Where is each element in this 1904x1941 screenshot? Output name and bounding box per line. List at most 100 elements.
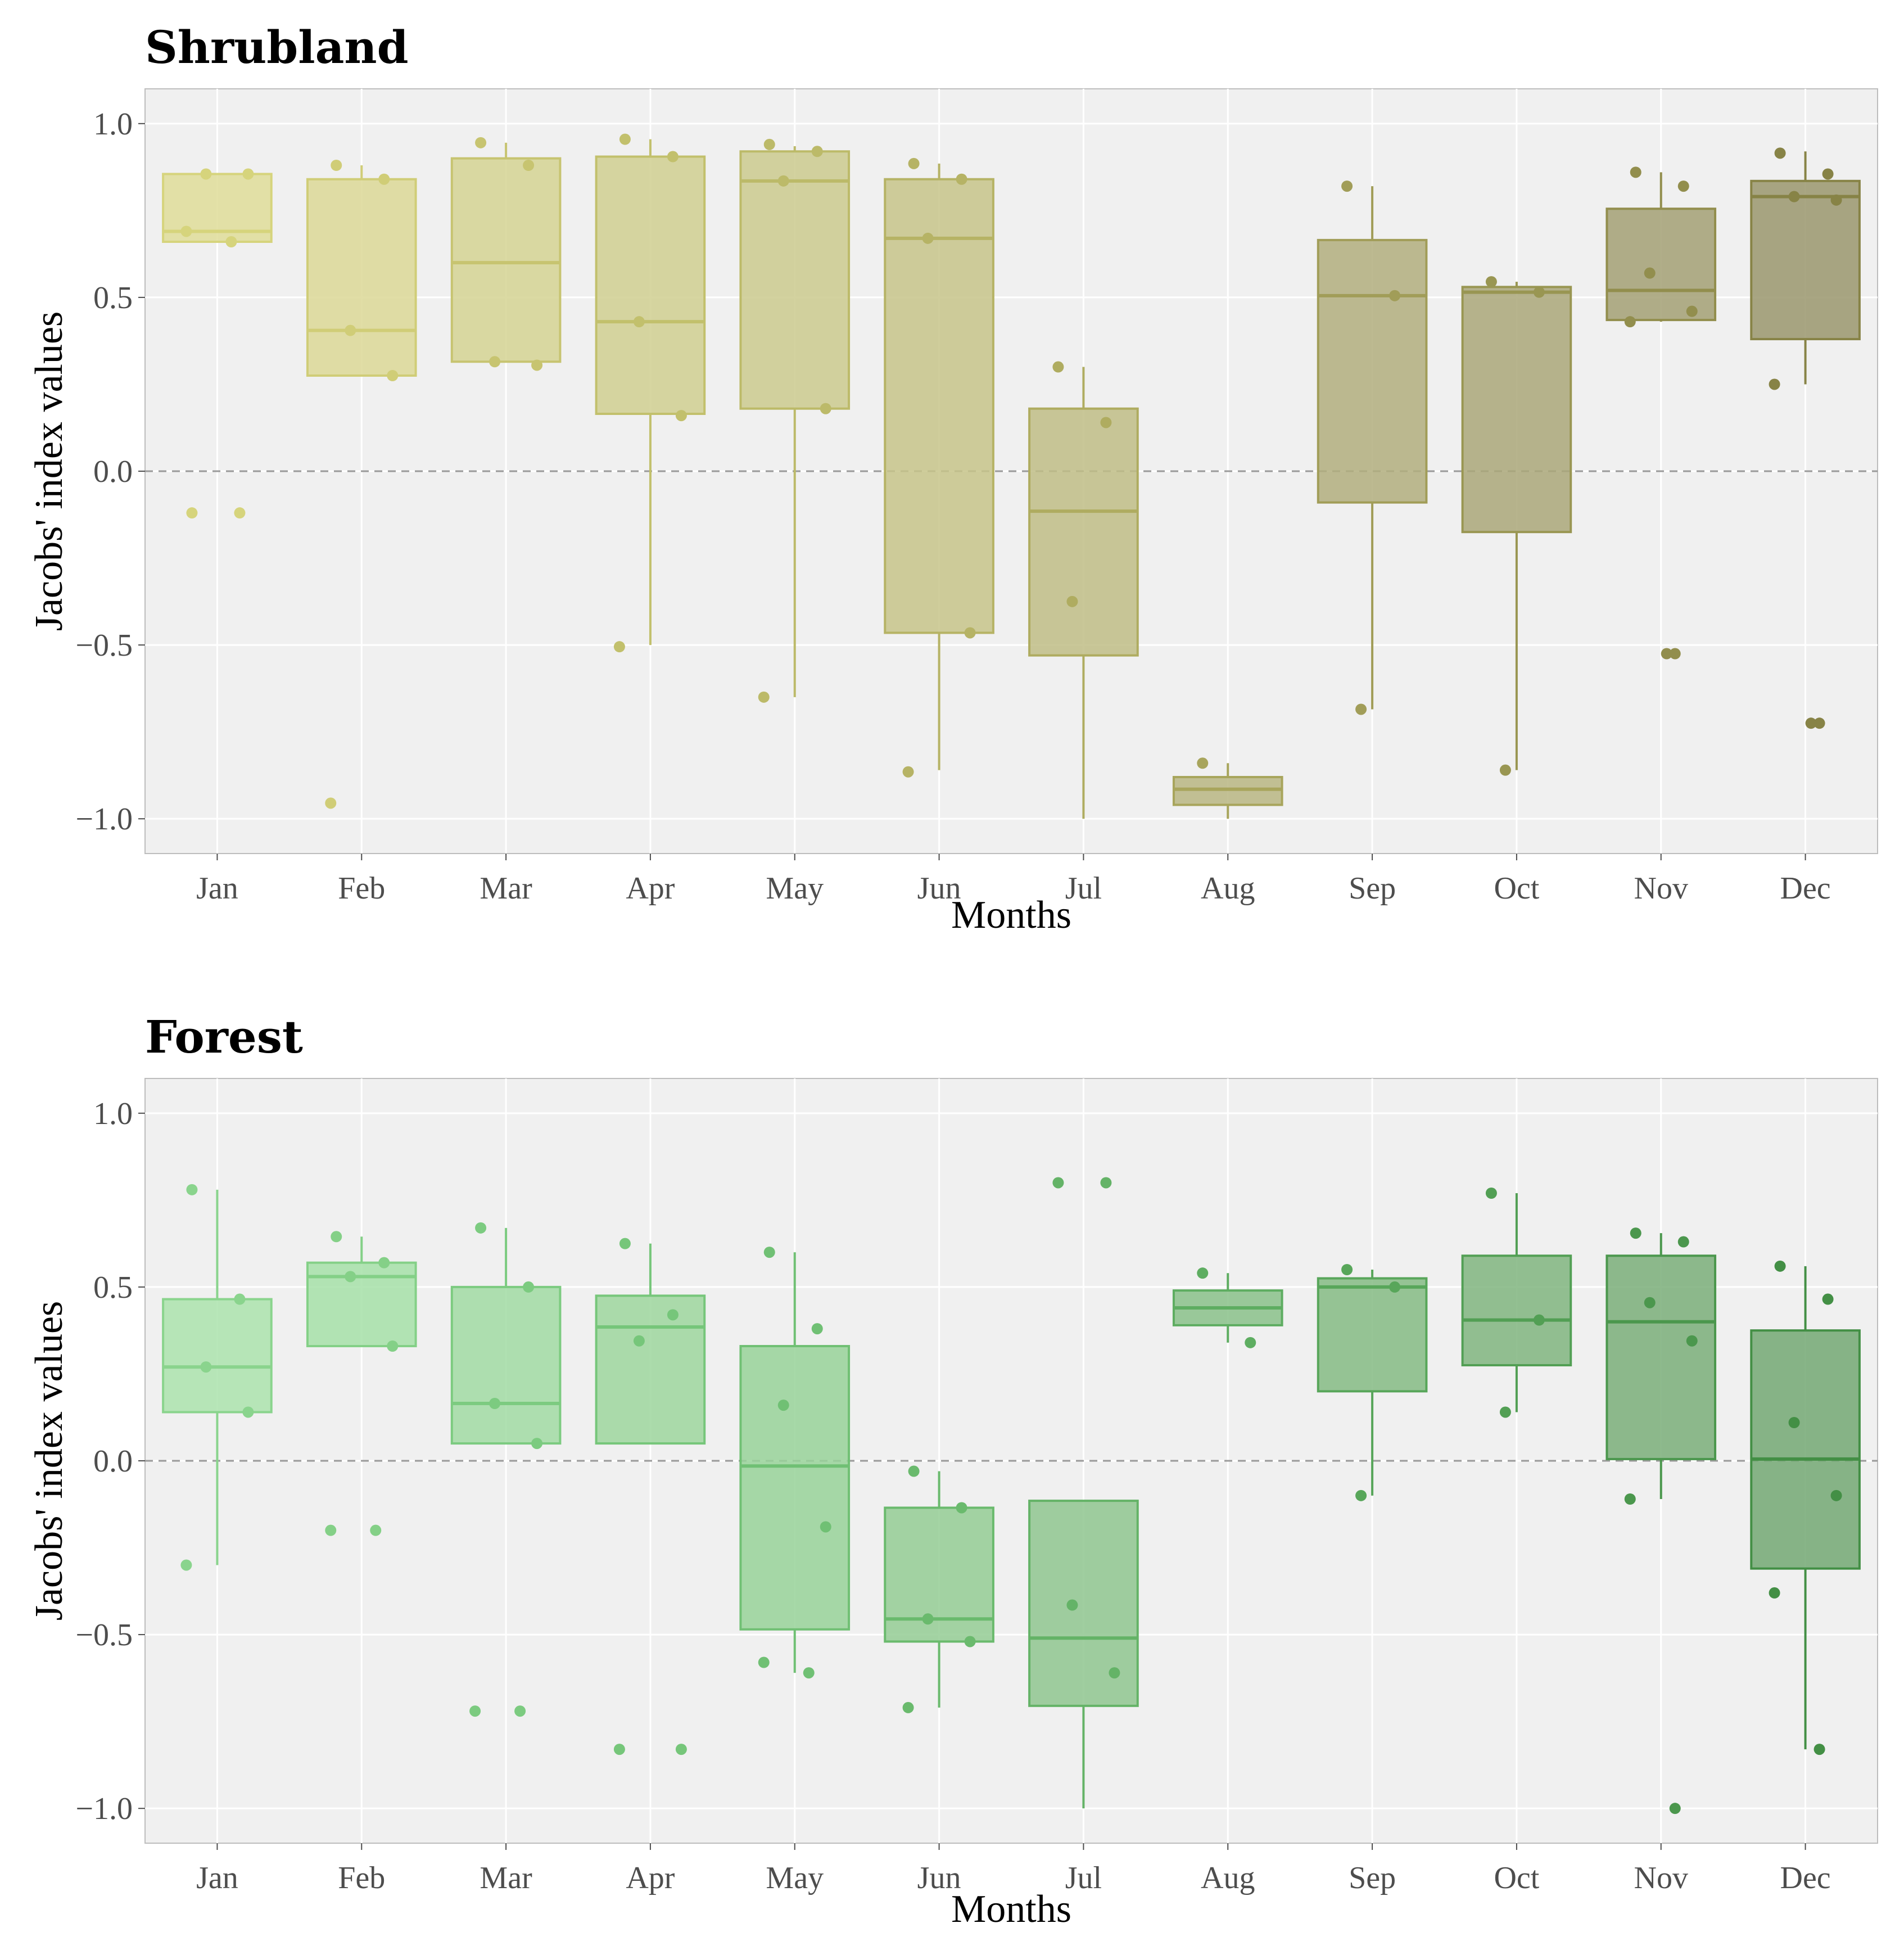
data-point — [514, 1705, 526, 1717]
data-point — [820, 1521, 831, 1533]
box-dec — [1750, 1266, 1861, 1750]
data-point — [633, 316, 645, 328]
data-point — [1066, 595, 1078, 607]
data-point — [1485, 1188, 1497, 1199]
box-iqr — [1028, 1500, 1139, 1707]
box-iqr — [595, 1294, 706, 1445]
data-point — [1669, 1803, 1681, 1814]
box-jul — [1028, 367, 1139, 819]
data-point — [1644, 267, 1656, 279]
data-point — [1644, 1297, 1656, 1308]
data-point — [1677, 1236, 1689, 1248]
data-point — [531, 1438, 543, 1450]
data-point — [613, 641, 625, 653]
box-nov — [1605, 1233, 1717, 1499]
data-point — [1066, 1599, 1078, 1611]
data-point — [1533, 286, 1545, 298]
data-point — [331, 1231, 342, 1243]
data-point — [1499, 764, 1511, 776]
data-point — [758, 1656, 770, 1668]
data-point — [1822, 168, 1834, 180]
data-point — [1485, 276, 1497, 288]
data-point — [1355, 703, 1367, 715]
y-tick-label: 0.0 — [93, 454, 133, 489]
data-point — [613, 1744, 625, 1755]
data-point — [234, 1293, 246, 1305]
data-point — [633, 1335, 645, 1347]
x-tick-label: Jul — [1065, 871, 1102, 906]
data-point — [325, 1524, 337, 1536]
data-point — [667, 151, 679, 162]
data-point — [902, 1701, 914, 1713]
data-point — [531, 359, 543, 371]
y-tick-label: −1.0 — [75, 1791, 133, 1826]
data-point — [956, 1502, 967, 1514]
data-point — [1822, 1293, 1834, 1305]
data-point — [523, 1281, 535, 1293]
data-point — [1389, 290, 1401, 301]
box-dec — [1750, 151, 1861, 385]
x-tick-label: Jul — [1065, 1861, 1102, 1895]
box-oct — [1461, 282, 1572, 770]
box-iqr — [162, 1298, 273, 1414]
data-point — [1197, 1267, 1209, 1279]
box-iqr — [1605, 207, 1717, 322]
data-point — [777, 175, 789, 187]
data-point — [1677, 180, 1689, 192]
data-point — [1100, 1177, 1112, 1189]
box-iqr — [1317, 238, 1428, 504]
data-point — [1533, 1314, 1545, 1326]
data-point — [378, 173, 390, 185]
box-jan — [162, 173, 273, 243]
data-point — [1052, 361, 1064, 373]
box-oct — [1461, 1193, 1572, 1412]
data-point — [1052, 1177, 1064, 1189]
box-mar — [450, 1227, 562, 1445]
data-point — [186, 507, 198, 519]
data-point — [1805, 717, 1817, 729]
data-point — [469, 1705, 481, 1717]
data-point — [763, 138, 775, 150]
box-apr — [595, 139, 706, 646]
x-tick-label: Jan — [196, 871, 238, 906]
data-point — [675, 410, 687, 422]
data-point — [1788, 191, 1800, 202]
x-tick-label: May — [766, 871, 824, 906]
data-point — [1109, 1667, 1120, 1679]
data-point — [1499, 1406, 1511, 1418]
box-sep — [1317, 1270, 1428, 1496]
x-tick-label: Sep — [1349, 1861, 1396, 1895]
data-point — [1341, 1264, 1353, 1275]
data-point — [908, 1465, 920, 1477]
y-tick-label: −0.5 — [75, 628, 133, 663]
data-point — [331, 160, 342, 171]
y-axis-title: Jacobs' index values — [28, 312, 71, 631]
box-iqr — [1028, 407, 1139, 657]
data-point — [200, 168, 212, 180]
data-point — [1686, 305, 1698, 317]
x-tick-label: Nov — [1634, 1861, 1688, 1895]
data-point — [523, 160, 535, 171]
box-iqr — [1317, 1277, 1428, 1393]
data-point — [1624, 1493, 1636, 1505]
box-iqr — [450, 1285, 562, 1445]
box-iqr — [739, 150, 851, 410]
box-apr — [595, 1243, 706, 1445]
box-nov — [1605, 172, 1717, 322]
data-point — [475, 137, 487, 148]
data-point — [475, 1222, 487, 1234]
data-point — [345, 324, 356, 336]
x-tick-label: Oct — [1494, 871, 1539, 906]
x-tick-label: Mar — [480, 1861, 532, 1895]
box-jun — [884, 1471, 994, 1708]
box-iqr — [884, 1506, 994, 1643]
data-point — [902, 766, 914, 778]
panel-title: Shrubland — [145, 21, 409, 74]
y-tick-label: 0.0 — [93, 1444, 133, 1479]
x-tick-label: Aug — [1201, 871, 1255, 906]
data-point — [922, 232, 934, 244]
data-point — [1774, 147, 1786, 159]
y-tick-label: 1.0 — [93, 1096, 133, 1131]
box-jun — [884, 163, 994, 770]
